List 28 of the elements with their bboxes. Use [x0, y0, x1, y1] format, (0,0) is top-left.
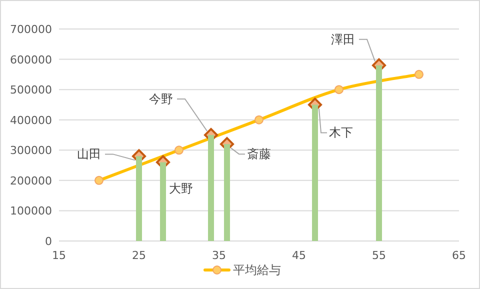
y-tick-label: 100000 — [10, 204, 52, 218]
bar — [136, 156, 142, 241]
x-tick-label: 25 — [132, 249, 146, 262]
bar — [224, 144, 230, 241]
legend: 平均給与 — [204, 263, 281, 277]
y-tick-label: 500000 — [10, 84, 52, 97]
bar — [312, 104, 318, 241]
annotation: 澤田 — [331, 32, 355, 46]
x-tick-label: 45 — [292, 249, 306, 262]
x-tick-label: 15 — [52, 249, 66, 262]
y-tick-label: 0 — [45, 235, 52, 248]
annotation: 斎藤 — [247, 147, 271, 162]
x-tick-label: 55 — [372, 249, 386, 262]
y-tick-label: 400000 — [10, 114, 52, 127]
y-tick-label: 200000 — [10, 174, 52, 188]
annotation: 大野 — [169, 181, 193, 196]
annotation: 山田 — [77, 147, 101, 162]
bar — [208, 135, 214, 241]
y-tick-label: 300000 — [10, 144, 52, 158]
x-tick-label: 65 — [452, 249, 466, 262]
legend-label: 平均給与 — [233, 263, 281, 277]
bar — [376, 65, 382, 241]
y-tick-label: 700000 — [10, 23, 52, 36]
annotation: 今野 — [149, 92, 173, 106]
bar — [160, 162, 166, 241]
annotation: 木下 — [329, 126, 353, 140]
y-tick-label: 600000 — [10, 53, 52, 66]
x-tick-label: 35 — [212, 249, 226, 262]
